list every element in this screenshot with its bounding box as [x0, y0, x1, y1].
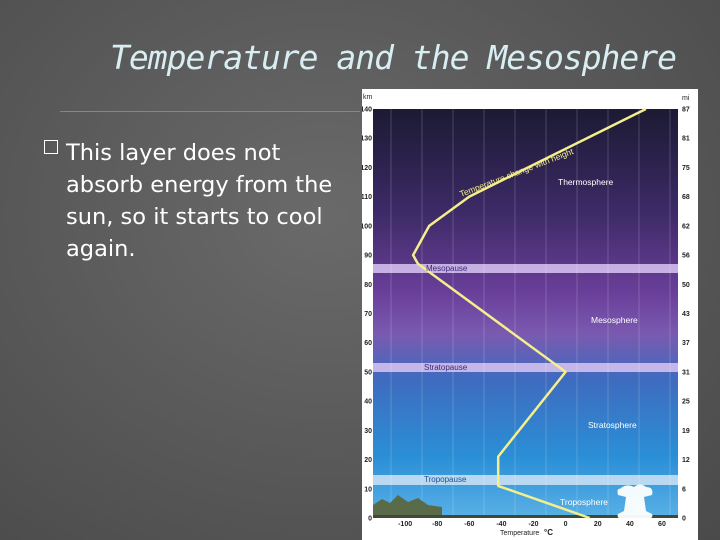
temperature-axis-label: Temperature: [500, 530, 539, 537]
mi-tick-label: 62: [682, 223, 690, 230]
temperature-tick-label: -40: [496, 521, 506, 528]
label-stratopause: Stratopause: [424, 363, 468, 372]
temperature-tick-label: 0: [564, 521, 568, 528]
mi-tick-label: 50: [682, 282, 690, 289]
mi-tick-label: 37: [682, 340, 690, 347]
km-tick-label: 40: [364, 399, 372, 406]
temperature-tick-label: -100: [398, 521, 412, 528]
mi-tick-label: 31: [682, 369, 690, 376]
km-tick-label: 120: [362, 165, 372, 172]
mi-tick-label: 19: [682, 428, 690, 435]
temperature-tick-label: 60: [658, 521, 666, 528]
tropopause-band: [373, 475, 678, 485]
temperature-curve: [411, 107, 647, 520]
label-stratosphere: Stratosphere: [588, 420, 637, 430]
mi-tick-label: 12: [682, 457, 690, 464]
km-tick-label: 60: [364, 340, 372, 347]
bullet-point: This layer does not absorb energy from t…: [44, 137, 344, 265]
km-tick-label: 110: [362, 194, 372, 201]
atmosphere-diagram-svg: Temperature change with height Thermosph…: [362, 94, 690, 537]
mi-tick-label: 43: [682, 311, 690, 318]
sky-background: [373, 109, 678, 518]
mi-tick-label: 25: [682, 399, 690, 406]
mi-tick-label: 81: [682, 136, 690, 143]
km-tick-label: 80: [364, 282, 372, 289]
label-mesopause: Mesopause: [426, 264, 468, 273]
km-tick-label: 140: [362, 107, 372, 114]
label-thermosphere: Thermosphere: [558, 177, 614, 187]
km-tick-label: 130: [362, 136, 372, 143]
temperature-tick-labels: -100 -80 -60 -40 -20 0 20 40 60: [398, 521, 666, 528]
km-axis-unit: km: [363, 94, 373, 101]
mi-axis-unit: mi: [682, 95, 690, 102]
mi-tick-label: 0: [682, 516, 686, 523]
label-tropopause: Tropopause: [424, 475, 467, 484]
km-tick-label: 100: [362, 223, 372, 230]
gridlines: [390, 109, 671, 518]
temperature-tick-label: -60: [464, 521, 474, 528]
km-tick-label: 50: [364, 369, 372, 376]
km-tick-label: 70: [364, 311, 372, 318]
mi-tick-label: 75: [682, 165, 690, 172]
km-tick-label: 10: [364, 486, 372, 493]
title-divider: [60, 111, 360, 112]
temperature-tick-label: 20: [594, 521, 602, 528]
temperature-tick-label: -20: [528, 521, 538, 528]
temperature-tick-label: 40: [626, 521, 634, 528]
temperature-unit: °C: [544, 528, 553, 537]
mountains-icon: [373, 495, 442, 518]
mi-tick-label: 87: [682, 107, 690, 114]
mi-tick-label: 68: [682, 194, 690, 201]
ground-strip: [373, 515, 678, 518]
temperature-tick-label: -80: [432, 521, 442, 528]
km-tick-label: 20: [364, 457, 372, 464]
km-tick-label: 0: [368, 516, 372, 523]
atmosphere-diagram: Temperature change with height Thermosph…: [362, 89, 698, 540]
bullet-text: This layer does not absorb energy from t…: [66, 140, 333, 262]
stratopause-band: [373, 363, 678, 372]
mi-tick-labels: 87 81 75 68 62 56 50 43 37 31 25 19 12 6 0: [682, 107, 690, 523]
km-tick-label: 90: [364, 253, 372, 260]
label-mesosphere: Mesosphere: [591, 315, 638, 325]
label-troposphere: Troposphere: [560, 497, 608, 507]
mi-tick-label: 56: [682, 253, 690, 260]
km-tick-label: 30: [364, 428, 372, 435]
bullet-square-icon: [44, 140, 58, 154]
cloud-icon: [617, 484, 653, 519]
mi-tick-label: 6: [682, 486, 686, 493]
slide-title: Temperature and the Mesosphere: [110, 38, 677, 77]
mesopause-band: [373, 264, 678, 273]
